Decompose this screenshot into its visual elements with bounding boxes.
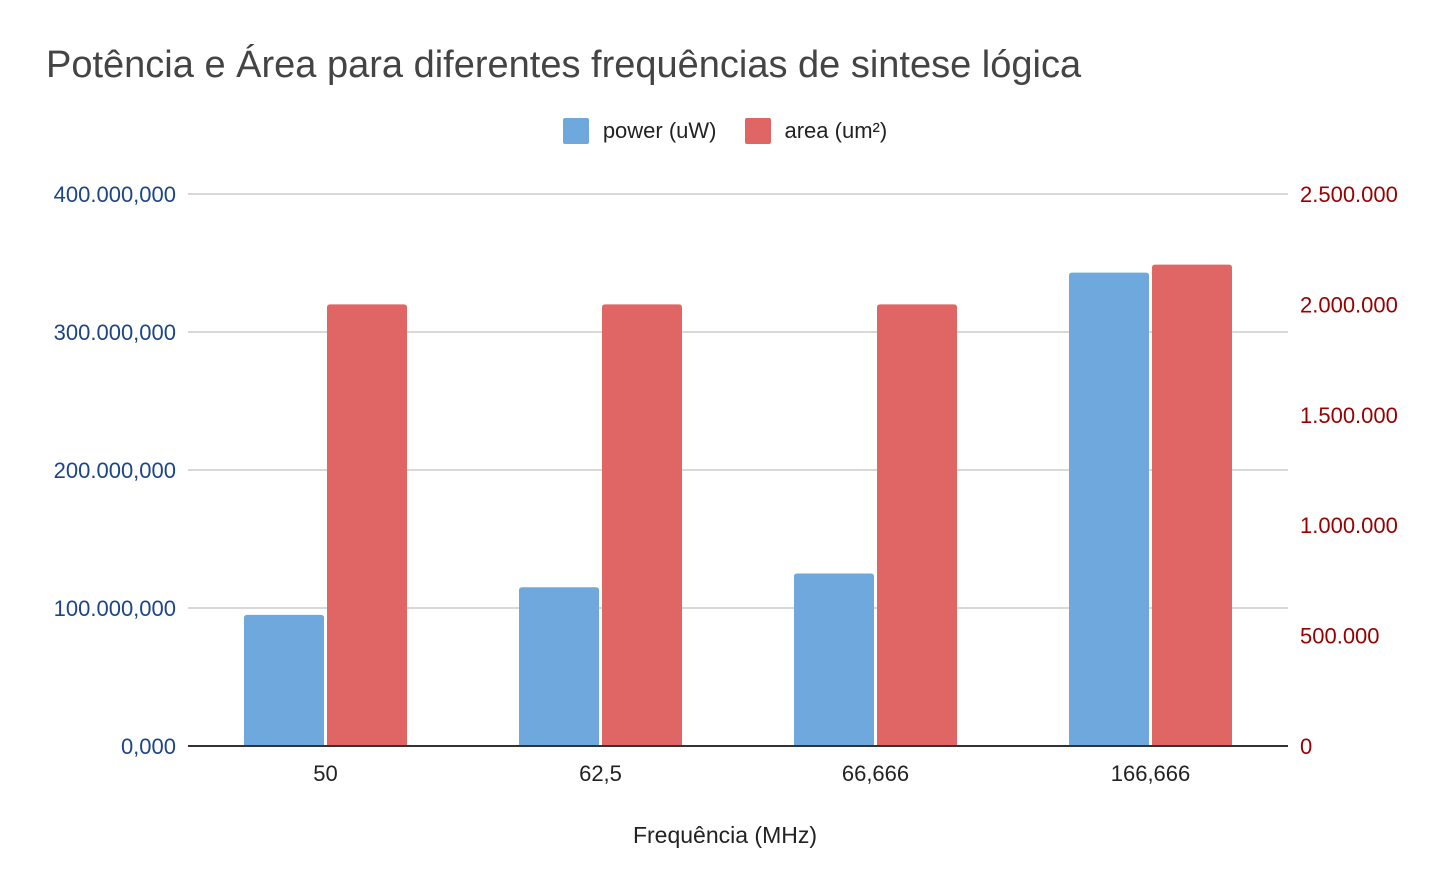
- bar-area: [877, 304, 957, 746]
- x-tick-label: 50: [313, 761, 337, 786]
- bar-area: [602, 304, 682, 746]
- legend-label-area: area (um²): [784, 118, 888, 143]
- chart-title: Potência e Área para diferentes frequênc…: [46, 44, 1082, 86]
- x-tick-label: 166,666: [1111, 761, 1191, 786]
- legend-swatch-area: [744, 118, 771, 144]
- x-axis-title: Frequência (MHz): [632, 822, 818, 848]
- bar-power: [519, 587, 599, 746]
- chart-legend: power (uW) area (um²): [0, 118, 1450, 144]
- y-left-tick-label: 0,000: [121, 734, 176, 759]
- y-right-tick-label: 0: [1300, 734, 1312, 759]
- y-right-tick-label: 2.000.000: [1300, 292, 1398, 317]
- y-right-tick-label: 1.000.000: [1300, 513, 1398, 538]
- y-right-tick-label: 500.000: [1300, 624, 1380, 649]
- y-right-tick-label: 1.500.000: [1300, 403, 1398, 428]
- x-tick-label: 62,5: [579, 761, 622, 786]
- bar-area: [327, 304, 407, 746]
- bar-power: [244, 614, 324, 746]
- y-left-tick-label: 100.000,000: [54, 596, 176, 621]
- legend-item-area[interactable]: area (um²): [744, 118, 888, 144]
- y-left-tick-label: 200.000,000: [54, 458, 176, 483]
- legend-label-power: power (uW): [602, 118, 717, 143]
- legend-item-power[interactable]: power (uW): [562, 118, 717, 144]
- legend-swatch-power: [562, 118, 589, 144]
- y-left-tick-label: 300.000,000: [54, 320, 176, 345]
- bar-area: [1152, 264, 1232, 746]
- y-left-tick-label: 400.000,000: [54, 182, 176, 207]
- y-right-tick-label: 2.500.000: [1300, 182, 1398, 207]
- bar-power: [794, 573, 874, 746]
- bar-power: [1069, 272, 1149, 746]
- x-tick-label: 66,666: [842, 761, 909, 786]
